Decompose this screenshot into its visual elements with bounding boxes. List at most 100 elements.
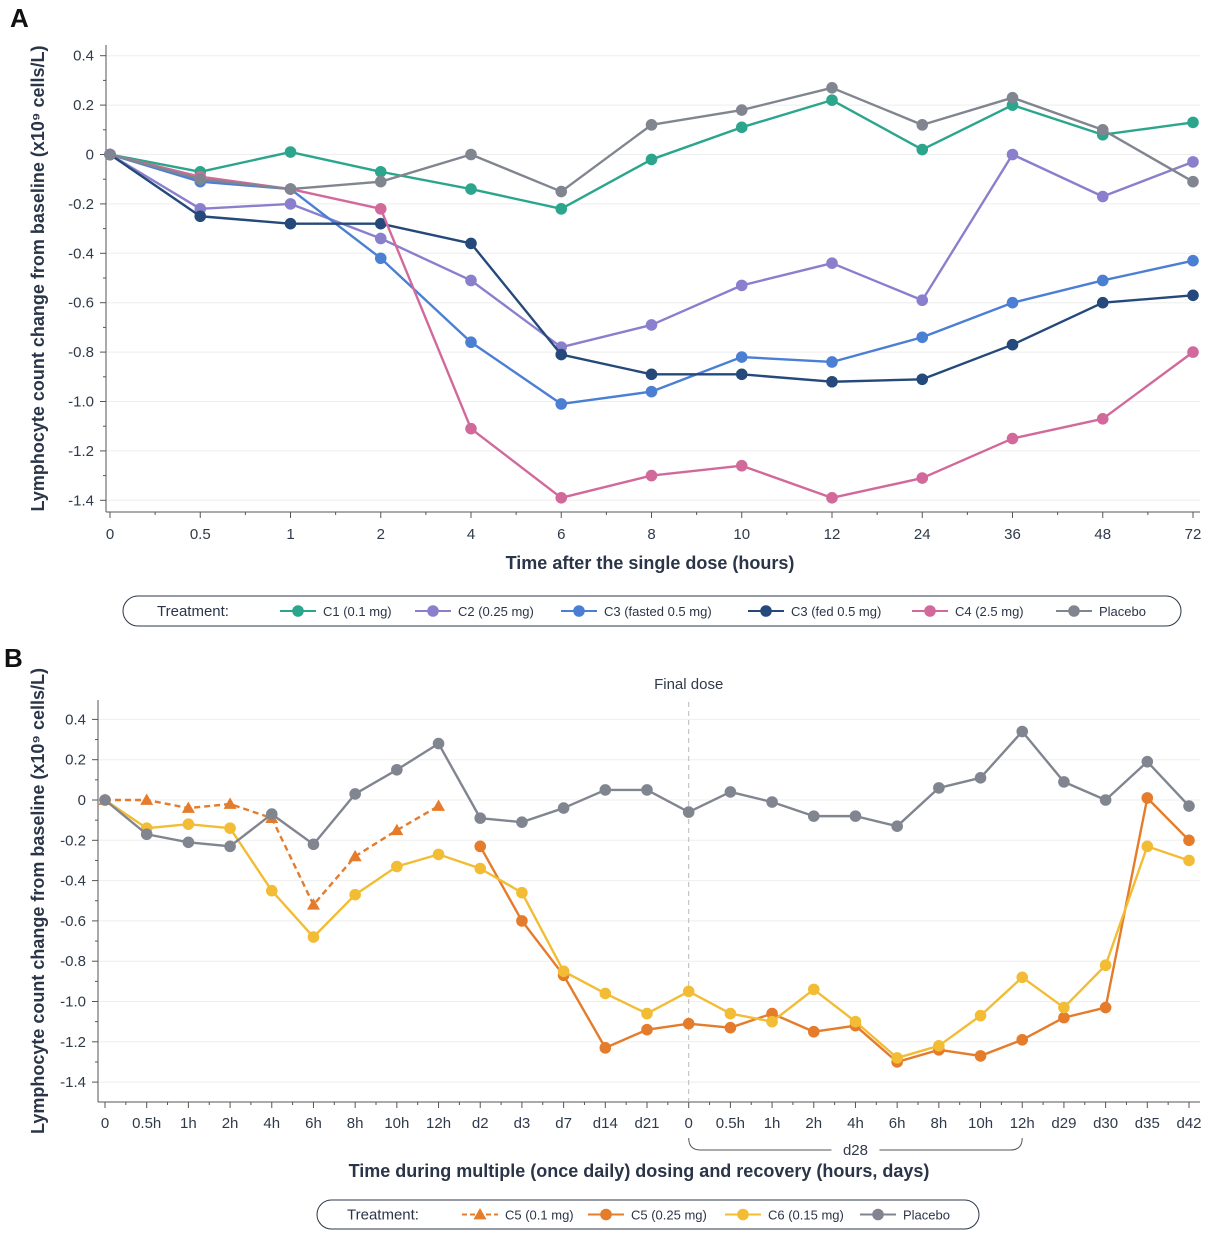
data-point: [432, 799, 446, 811]
data-point: [1187, 116, 1199, 129]
data-point: [916, 331, 929, 344]
x-tick-label: 0: [685, 1115, 693, 1132]
data-point: [645, 469, 658, 482]
data-point: [682, 1017, 695, 1030]
data-point: [974, 772, 987, 784]
data-point: [724, 1021, 737, 1034]
x-tick-label: 2h: [222, 1115, 239, 1132]
data-point: [849, 1015, 862, 1028]
y-tick-label: -0.2: [68, 196, 94, 213]
legend-entry: C5 (0.25 mg): [631, 1208, 707, 1223]
data-point: [557, 965, 570, 978]
data-point: [374, 175, 387, 188]
x-tick-label: 4h: [847, 1115, 864, 1132]
data-point: [465, 274, 477, 287]
legend-marker: [872, 1208, 884, 1221]
legend-entry: C4 (2.5 mg): [955, 604, 1024, 619]
data-point: [1016, 725, 1029, 738]
legend: Treatment: C5 (0.1 mg) C5 (0.25 mg) C6 (0.1…: [316, 1199, 980, 1230]
data-point: [645, 368, 658, 381]
data-point: [104, 148, 116, 161]
x-tick-label: 10h: [384, 1115, 409, 1132]
data-point: [826, 257, 838, 269]
y-tick-label: -0.4: [68, 245, 94, 262]
y-tick-label: -0.6: [68, 295, 94, 312]
x-tick-label: 2: [377, 526, 385, 543]
data-point: [724, 1007, 737, 1020]
legend-marker: [924, 605, 936, 617]
data-point: [735, 459, 748, 472]
data-point: [724, 786, 737, 798]
data-point: [1006, 148, 1019, 161]
d28-bracket-right: [879, 1137, 1023, 1151]
data-point: [1096, 296, 1109, 309]
data-point: [766, 1007, 778, 1020]
legend-marker: [292, 605, 304, 617]
data-point: [1187, 156, 1199, 168]
x-tick-label: d21: [634, 1115, 659, 1132]
series-1: [474, 792, 1195, 1068]
data-point: [391, 860, 403, 873]
data-point: [194, 173, 207, 185]
data-point: [826, 82, 838, 94]
data-point: [1006, 296, 1019, 309]
legend-marker: [737, 1208, 749, 1221]
legend-frame: [316, 1199, 980, 1230]
data-point: [891, 1052, 903, 1064]
data-point: [1183, 854, 1195, 867]
x-tick-label: 0.5h: [716, 1115, 745, 1132]
x-tick-label: 8h: [347, 1115, 364, 1132]
data-point: [265, 808, 278, 820]
data-point: [1187, 289, 1199, 302]
data-point: [516, 816, 528, 828]
data-point: [555, 398, 568, 410]
x-tick-label: 72: [1185, 526, 1202, 543]
data-point: [224, 822, 236, 835]
data-point: [735, 104, 748, 116]
data-point: [1058, 776, 1070, 788]
series-line: [109, 153, 1194, 406]
y-tick-label: 0.4: [65, 711, 86, 728]
x-tick-label: 0.5h: [132, 1115, 161, 1132]
data-point: [1006, 91, 1019, 104]
series-5: [104, 82, 1199, 198]
data-point: [284, 183, 297, 195]
x-tick-label: 2h: [805, 1115, 822, 1132]
data-point: [474, 840, 487, 853]
d28-bracket-label: d28: [843, 1142, 868, 1159]
y-tick-label: -1.0: [60, 994, 86, 1011]
panel-label: B: [4, 643, 23, 673]
legend-entry: Placebo: [903, 1208, 950, 1223]
data-point: [465, 237, 477, 250]
panel-label: A: [10, 3, 29, 33]
legend-entry: C1 (0.1 mg): [323, 604, 392, 619]
legend-marker: [473, 1208, 487, 1220]
x-tick-label: d30: [1093, 1115, 1118, 1132]
data-point: [265, 884, 278, 897]
x-tick-label: 24: [914, 526, 931, 543]
x-tick-label: 6h: [889, 1115, 906, 1132]
data-point: [735, 279, 748, 292]
data-point: [555, 492, 568, 504]
y-tick-label: -1.4: [60, 1074, 86, 1091]
legend-entry: Placebo: [1099, 604, 1146, 619]
data-point: [826, 356, 838, 368]
data-point: [1058, 1011, 1070, 1024]
legend-entry: C5 (0.1 mg): [505, 1208, 574, 1223]
x-tick-label: 12h: [1010, 1115, 1035, 1132]
data-point: [974, 1050, 987, 1062]
y-tick-label: -0.8: [68, 344, 94, 361]
data-point: [516, 886, 528, 899]
data-point: [391, 763, 403, 776]
data-point: [641, 784, 653, 796]
data-point: [284, 146, 297, 158]
data-point: [374, 165, 387, 178]
x-tick-label: d7: [555, 1115, 572, 1132]
x-tick-label: 0: [101, 1115, 109, 1132]
data-point: [1096, 190, 1109, 203]
data-point: [374, 203, 387, 215]
data-point: [306, 898, 320, 910]
data-point: [1099, 959, 1112, 972]
data-point: [307, 838, 320, 851]
data-point: [1187, 175, 1199, 188]
